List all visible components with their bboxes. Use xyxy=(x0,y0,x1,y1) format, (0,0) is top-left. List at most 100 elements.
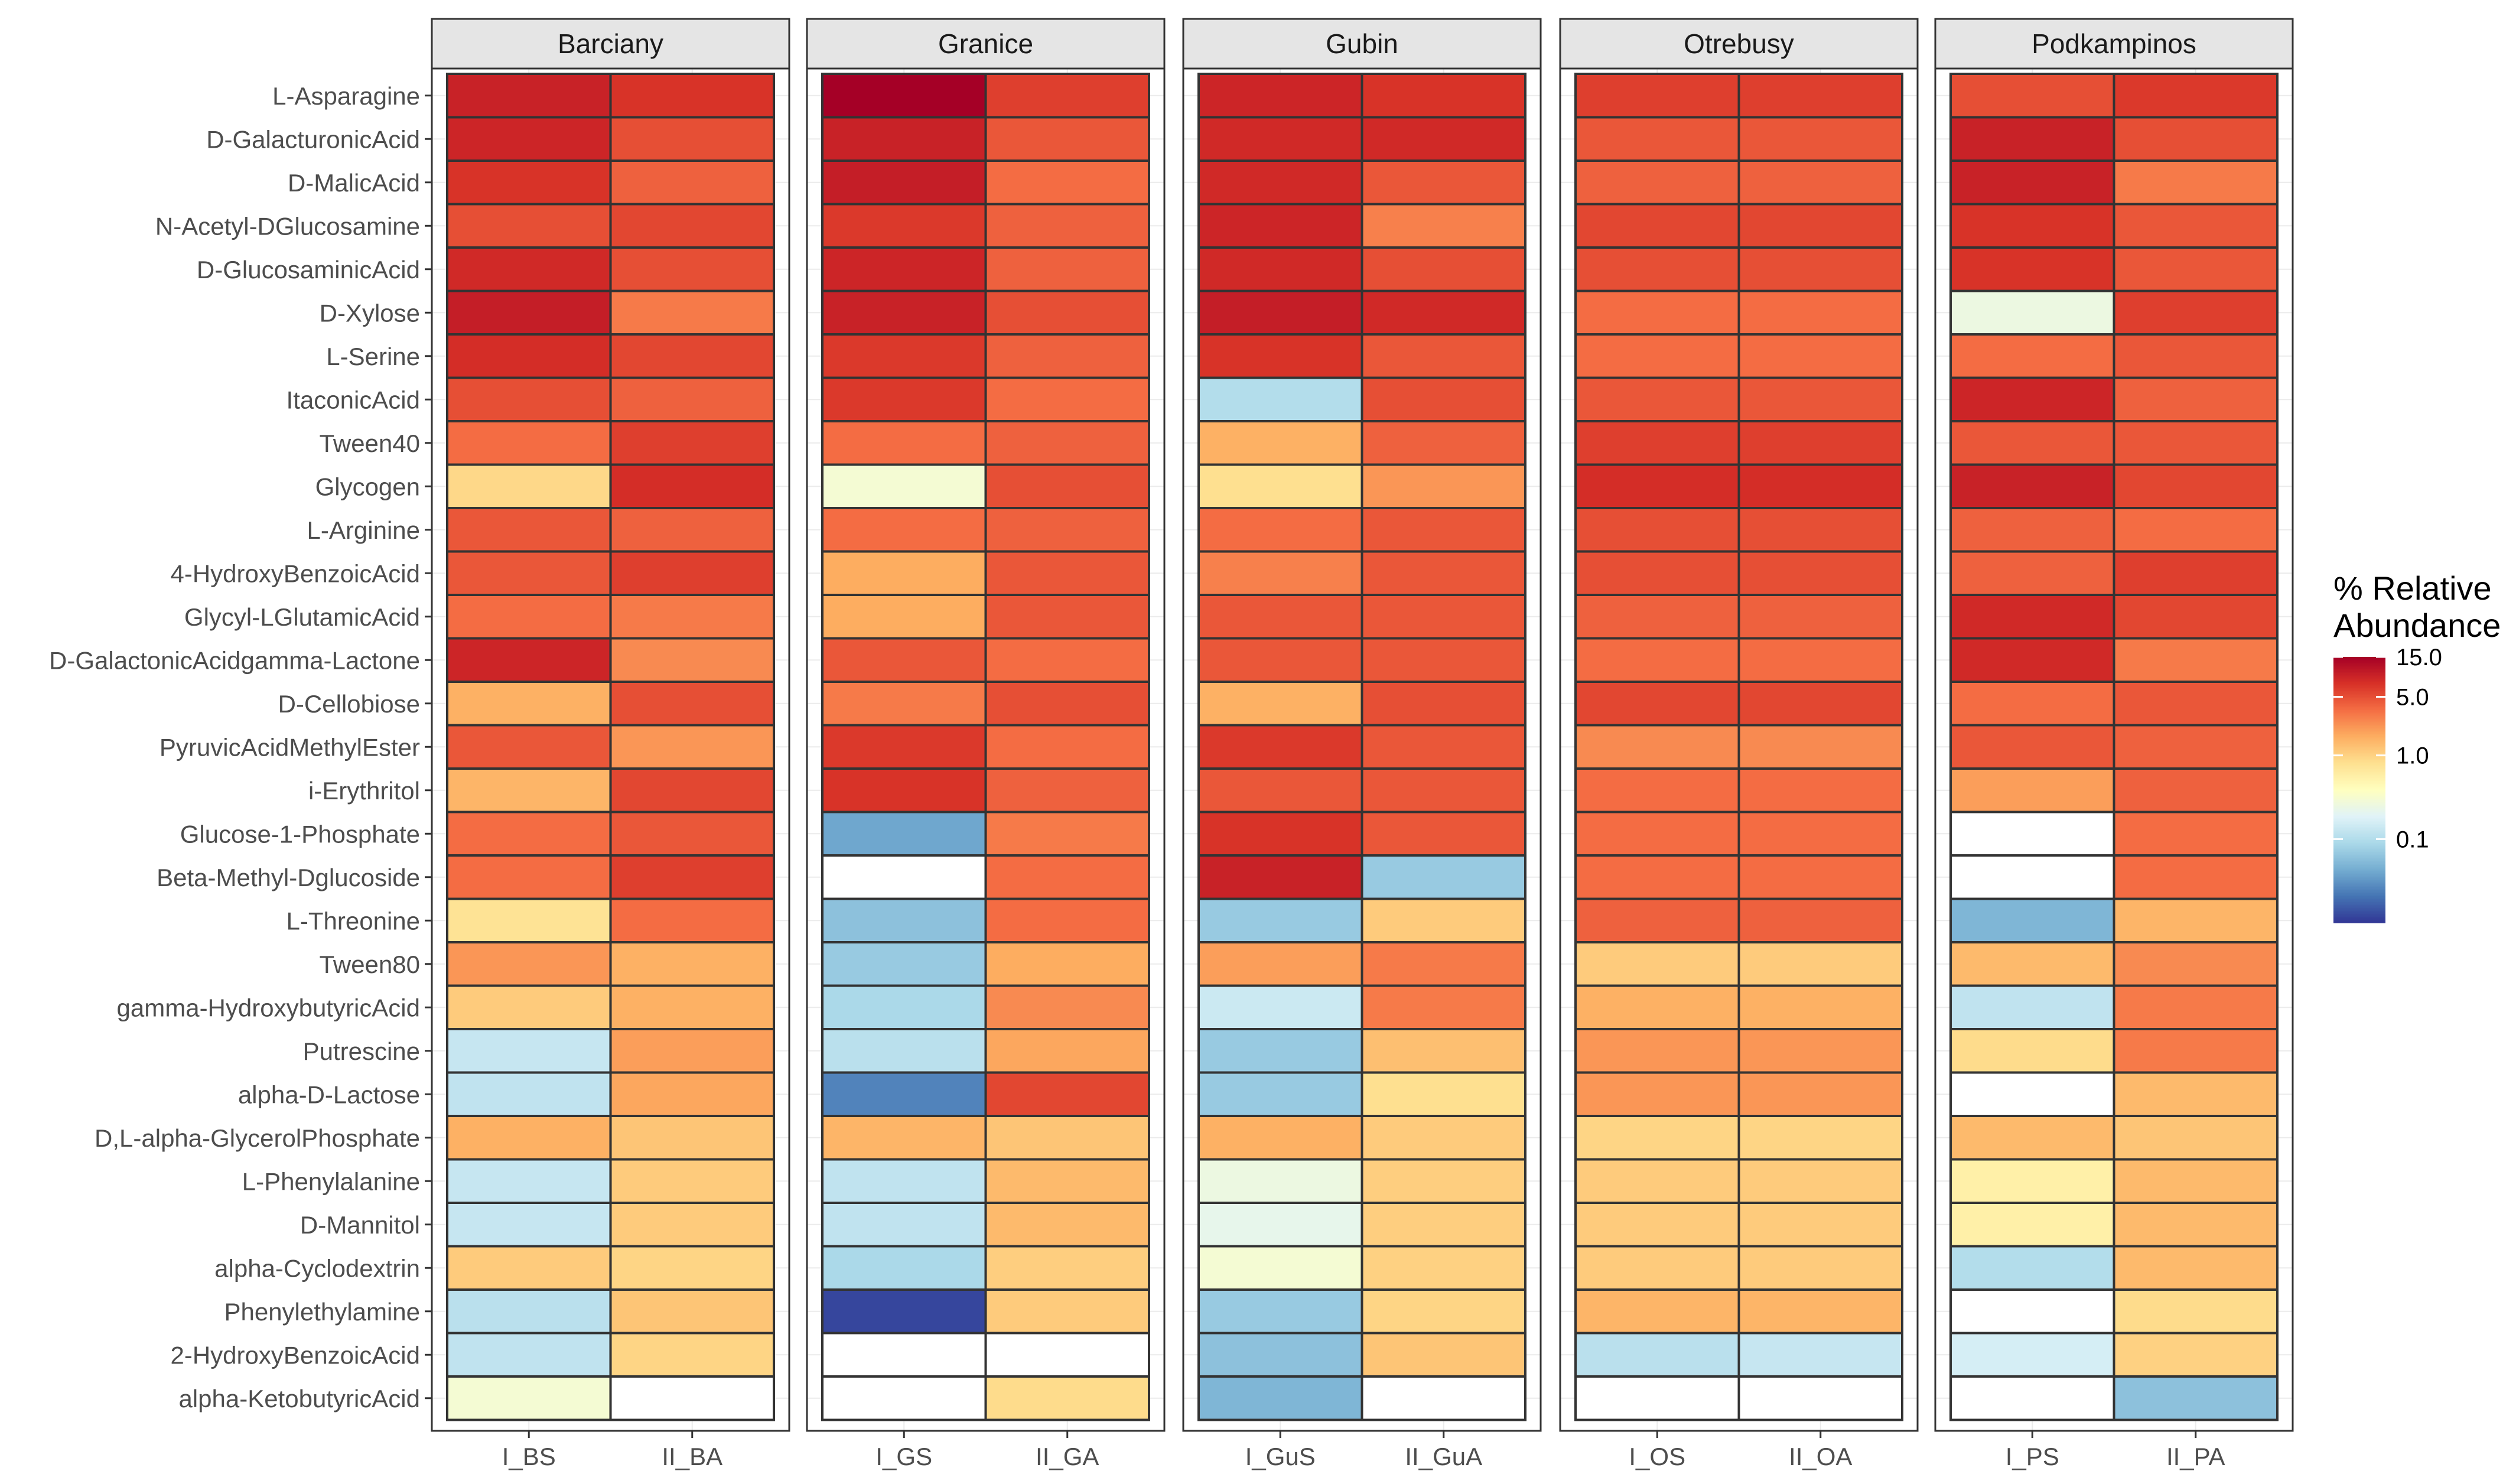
legend-color-step xyxy=(2333,877,2385,879)
y-tick-label: D-Mannitol xyxy=(300,1211,420,1239)
heatmap-cell xyxy=(984,420,1150,466)
legend-color-step xyxy=(2333,893,2385,896)
heatmap-cell xyxy=(1360,550,1526,596)
heatmap-cell xyxy=(984,1028,1150,1074)
legend-color-step xyxy=(2333,862,2385,864)
legend-color-step xyxy=(2333,663,2385,665)
legend-color-step xyxy=(2333,899,2385,902)
legend-color-step xyxy=(2333,824,2385,826)
heatmap-cell xyxy=(2113,376,2279,422)
legend-color-step xyxy=(2333,697,2385,699)
legend-color-step xyxy=(2333,822,2385,825)
heatmap-cell xyxy=(821,724,987,770)
heatmap-cell xyxy=(609,116,775,162)
heatmap-cell xyxy=(1737,246,1903,292)
legend-color-step xyxy=(2333,678,2385,680)
legend-color-step xyxy=(2333,874,2385,876)
legend-color-step xyxy=(2333,852,2385,854)
legend-color-step xyxy=(2333,763,2385,766)
heatmap-cell xyxy=(1197,1115,1363,1161)
legend-tick-label: 1.0 xyxy=(2396,743,2429,769)
heatmap-cell xyxy=(1949,1375,2115,1421)
heatmap-cell xyxy=(821,376,987,422)
heatmap-cell xyxy=(1197,1202,1363,1248)
y-tick-label: Glycogen xyxy=(315,473,420,500)
y-tick-label: alpha-KetobutyricAcid xyxy=(178,1385,420,1413)
legend-color-step xyxy=(2333,769,2385,772)
heatmap-cell xyxy=(1197,1158,1363,1204)
legend-color-step xyxy=(2333,878,2385,881)
legend-color-step xyxy=(2333,722,2385,724)
legend-color-step xyxy=(2333,757,2385,760)
heatmap-cell xyxy=(1360,984,1526,1030)
heatmap-cell xyxy=(984,116,1150,162)
legend-color-step xyxy=(2333,832,2385,835)
heatmap-cell xyxy=(1737,1202,1903,1248)
x-tick-label: I_OS xyxy=(1629,1443,1685,1470)
heatmap-cell xyxy=(1949,984,2115,1030)
heatmap-cell xyxy=(1949,550,2115,596)
heatmap-cell xyxy=(1197,767,1363,813)
legend-color-step xyxy=(2333,797,2385,799)
heatmap-cell xyxy=(984,594,1150,640)
heatmap-cell xyxy=(1360,724,1526,770)
legend-color-step xyxy=(2333,840,2385,842)
heatmap-cell xyxy=(1949,1332,2115,1378)
legend-color-step xyxy=(2333,791,2385,793)
legend-color-step xyxy=(2333,894,2385,897)
heatmap-cell xyxy=(821,1288,987,1335)
y-tick-label: ItaconicAcid xyxy=(287,386,420,414)
legend-color-step xyxy=(2333,815,2385,817)
legend-color-step xyxy=(2333,766,2385,769)
y-tick-label: L-Arginine xyxy=(307,516,420,544)
heatmap-cell xyxy=(446,681,612,727)
legend-color-step xyxy=(2333,707,2385,710)
legend-color-step xyxy=(2333,809,2385,811)
heatmap-cell xyxy=(446,160,612,206)
heatmap-cell xyxy=(1197,1071,1363,1117)
heatmap-cell xyxy=(2113,73,2279,119)
heatmap-cell xyxy=(609,637,775,683)
facet-strip-label: Barciany xyxy=(558,28,663,59)
x-tick-label: I_BS xyxy=(502,1443,556,1470)
heatmap-cell xyxy=(984,681,1150,727)
heatmap-cell xyxy=(446,637,612,683)
legend-color-step xyxy=(2333,808,2385,810)
heatmap-cell xyxy=(446,73,612,119)
heatmap-cell xyxy=(1574,1028,1740,1074)
heatmap-cell xyxy=(1360,1202,1526,1248)
heatmap-cell xyxy=(1949,1202,2115,1248)
y-tick-label: Glucose-1-Phosphate xyxy=(180,820,420,848)
y-tick-label: D-Cellobiose xyxy=(278,690,420,718)
legend-color-step xyxy=(2333,803,2385,805)
legend-color-step xyxy=(2333,829,2385,832)
heatmap-cell xyxy=(1574,854,1740,900)
heatmap-cell xyxy=(2113,1245,2279,1291)
legend-color-step xyxy=(2333,868,2385,870)
legend-color-step xyxy=(2333,764,2385,767)
heatmap-cell xyxy=(821,984,987,1030)
heatmap-cell xyxy=(1197,1332,1363,1378)
facet-panel-granice: Granice I_GS II_GA xyxy=(806,18,1166,1470)
heatmap-cell xyxy=(1197,1028,1363,1074)
heatmap-cell xyxy=(446,1115,612,1161)
legend-color-step xyxy=(2333,897,2385,900)
heatmap-cell xyxy=(446,941,612,987)
heatmap-cell xyxy=(609,1202,775,1248)
heatmap-cell xyxy=(1949,767,2115,813)
legend-color-step xyxy=(2333,667,2385,669)
heatmap-cell xyxy=(609,246,775,292)
heatmap-cell xyxy=(984,854,1150,900)
legend-color-step xyxy=(2333,908,2385,910)
y-tick-label: D-MalicAcid xyxy=(288,169,420,197)
heatmap-cell xyxy=(446,984,612,1030)
heatmap-cell xyxy=(1197,1288,1363,1335)
legend-color-step xyxy=(2333,843,2385,845)
heatmap-cell xyxy=(1737,507,1903,553)
legend-tick-label: 15.0 xyxy=(2396,645,2442,671)
heatmap-cell xyxy=(984,507,1150,553)
facet-strip xyxy=(1934,18,2294,70)
heatmap-cell xyxy=(1360,203,1526,249)
y-tick-label: N-Acetyl-DGlucosamine xyxy=(155,212,420,240)
heatmap-cell xyxy=(821,333,987,379)
